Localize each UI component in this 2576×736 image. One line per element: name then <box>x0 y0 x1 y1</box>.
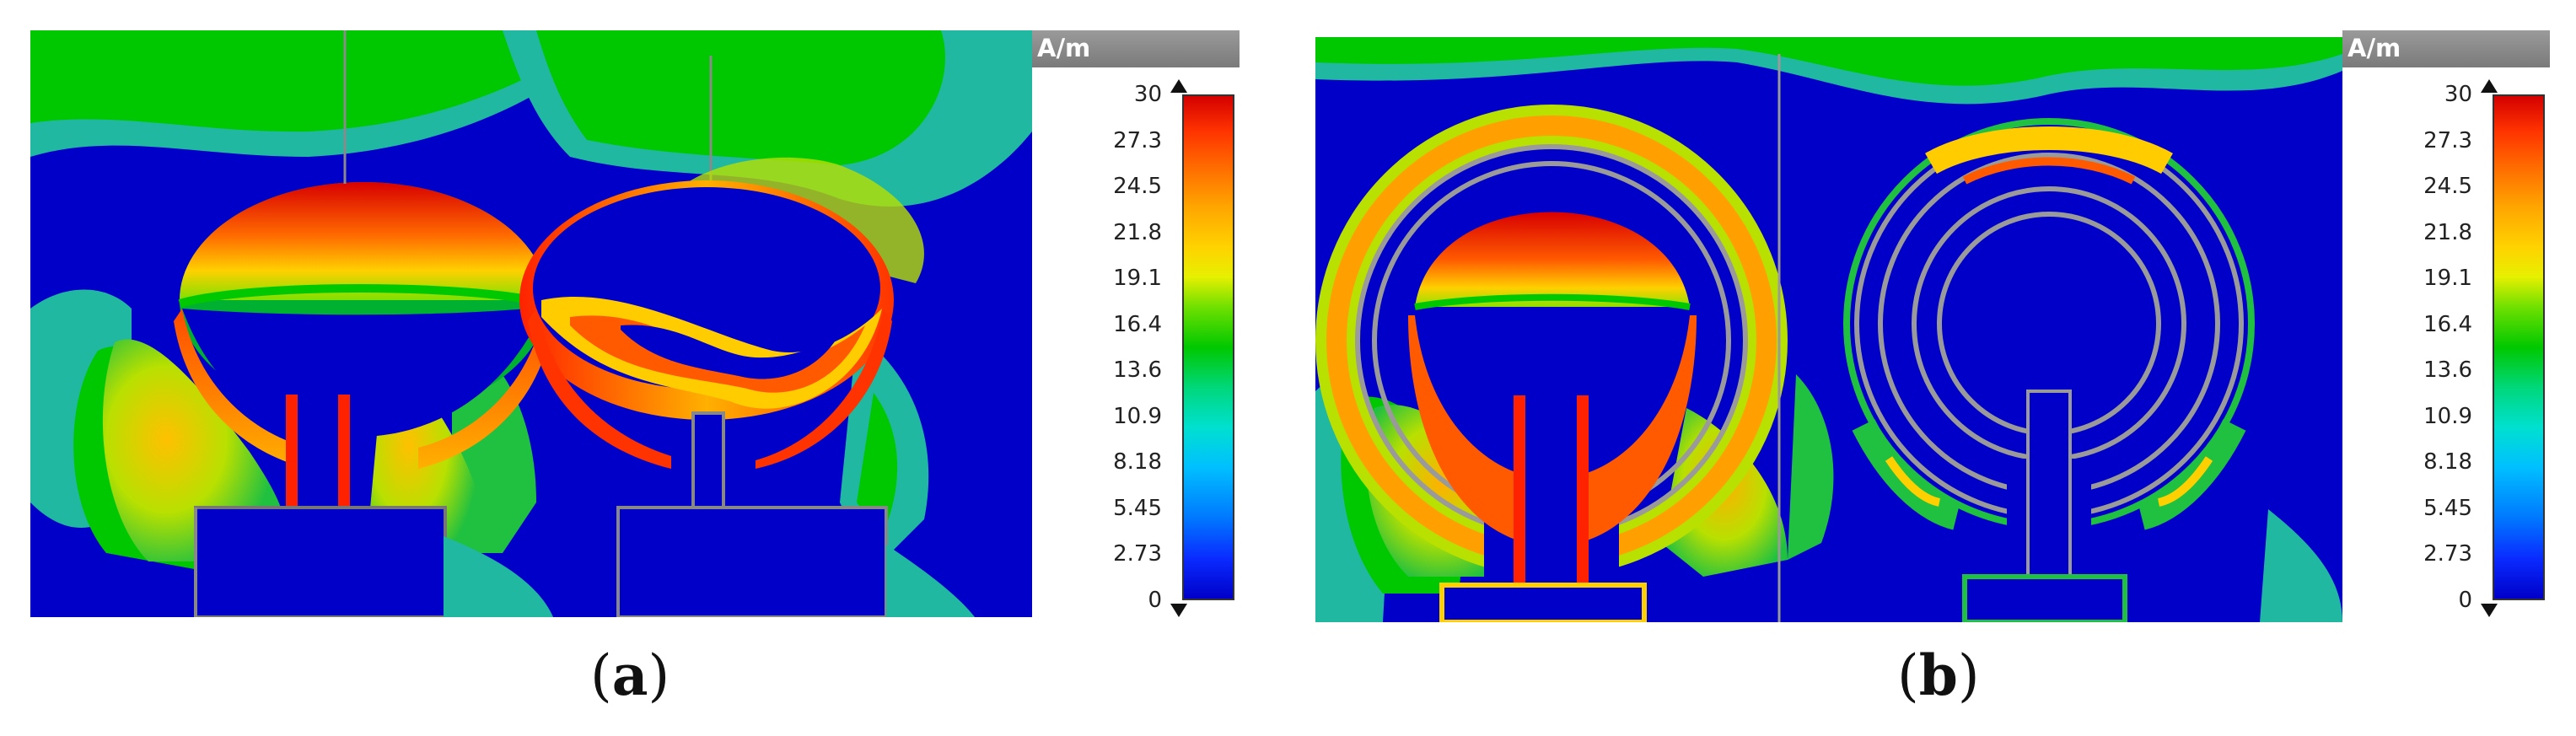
panel-a: A/m 30 27.3 24.5 21.8 19.1 16.4 13.6 10.9 8.18 5.… <box>0 0 1265 736</box>
scale-tick-label: 5.45 <box>1113 495 1162 521</box>
field-plot-a <box>30 30 1032 617</box>
unit-label: A/m <box>2347 34 2401 62</box>
scale-min-arrow-icon <box>1170 604 1187 617</box>
scale-tick-label: 2.73 <box>2423 541 2472 567</box>
colorbar-legend-a: A/m 30 27.3 24.5 21.8 19.1 16.4 13.6 10.9 8.18 5.… <box>1032 30 1243 620</box>
scale-tick-label: 30 <box>2444 82 2472 107</box>
scale-tick-label: 16.4 <box>1113 311 1162 337</box>
color-scale-bar <box>1182 94 1234 600</box>
scale-ticks: 30 27.3 24.5 21.8 19.1 16.4 13.6 10.9 8.18 5.45 2.… <box>2342 82 2491 613</box>
scale-tick-label: 13.6 <box>1113 357 1162 384</box>
scale-tick-label: 0 <box>2458 588 2472 613</box>
scale-tick-label: 27.3 <box>2423 127 2472 153</box>
scale-tick-label: 19.1 <box>1113 266 1162 292</box>
unit-label: A/m <box>1037 34 1091 62</box>
scale-tick-label: 10.9 <box>2423 403 2472 429</box>
scale-min-arrow-icon <box>2481 604 2498 617</box>
scale-tick-label: 19.1 <box>2423 266 2472 292</box>
scale-tick-label: 30 <box>1133 82 1162 107</box>
scale-tick-label: 21.8 <box>1113 219 1162 245</box>
panel-caption: (b) <box>1897 642 1980 708</box>
scale-ticks: 30 27.3 24.5 21.8 19.1 16.4 13.6 10.9 8.18 5.45 2.… <box>1032 82 1180 613</box>
scale-tick-label: 0 <box>1148 588 1162 613</box>
scale-tick-label: 2.73 <box>1113 541 1162 567</box>
scale-tick-label: 24.5 <box>2423 174 2472 200</box>
scale-tick-label: 10.9 <box>1113 403 1162 429</box>
unit-header: A/m <box>2342 30 2550 67</box>
panel-b: A/m 30 27.3 24.5 21.8 19.1 16.4 13.6 10.9 8.18 5.… <box>1315 0 2576 736</box>
unit-header: A/m <box>1032 30 1240 67</box>
scale-max-arrow-icon <box>2481 79 2498 93</box>
field-plot-b <box>1315 37 2342 622</box>
scale-tick-label: 21.8 <box>2423 219 2472 245</box>
scale-tick-label: 16.4 <box>2423 311 2472 337</box>
scale-tick-label: 27.3 <box>1113 127 1162 153</box>
color-scale-bar <box>2493 94 2545 600</box>
scale-tick-label: 8.18 <box>1113 449 1162 475</box>
panel-caption: (a) <box>590 642 670 708</box>
colorbar-legend-b: A/m 30 27.3 24.5 21.8 19.1 16.4 13.6 10.9 8.18 5.… <box>2342 30 2553 620</box>
scale-tick-label: 24.5 <box>1113 174 1162 200</box>
scale-tick-label: 8.18 <box>2423 449 2472 475</box>
scale-tick-label: 13.6 <box>2423 357 2472 384</box>
scale-max-arrow-icon <box>1170 79 1187 93</box>
scale-tick-label: 5.45 <box>2423 495 2472 521</box>
